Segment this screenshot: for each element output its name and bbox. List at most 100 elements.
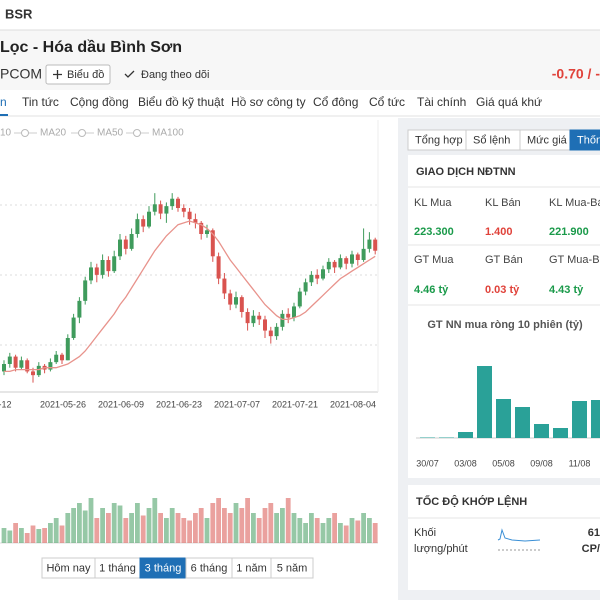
volume-bar xyxy=(291,513,297,543)
chart-button-label[interactable]: Biểu đồ xyxy=(67,69,104,81)
net-bar xyxy=(515,407,530,438)
volume-bar xyxy=(164,518,169,543)
candle-body xyxy=(234,297,238,305)
volume-bar xyxy=(169,508,175,543)
tab[interactable]: Cổ đông xyxy=(313,95,358,109)
volume-bar xyxy=(7,530,13,543)
candle-body xyxy=(216,256,221,279)
side-tab-label[interactable]: Sổ lệnh xyxy=(473,134,510,146)
tab[interactable]: Cổ tức xyxy=(369,95,405,109)
side-tab-label[interactable]: Thống xyxy=(577,134,600,146)
tab[interactable]: Giá quá khứ xyxy=(476,95,542,109)
volume-bar xyxy=(343,525,349,543)
volume-bar xyxy=(303,523,308,543)
candle-body xyxy=(292,306,296,318)
range-button[interactable] xyxy=(270,557,314,579)
candle-body xyxy=(158,204,163,214)
tab[interactable]: Tài chính xyxy=(417,95,466,109)
tab[interactable]: Tin tức xyxy=(22,95,59,109)
candle-body xyxy=(89,267,93,281)
sparkline xyxy=(497,528,541,542)
legend: 10 MA20 MA50 MA100 xyxy=(0,128,184,139)
volume-bar xyxy=(372,523,378,543)
volume-bar xyxy=(314,518,320,543)
candle-body xyxy=(65,338,70,361)
volume-bar xyxy=(71,508,76,543)
candles: -12 2021-05-26 2021-06-09 2021-06-23 2021-07… xyxy=(0,193,378,543)
speed-box xyxy=(408,485,600,590)
plus-icon xyxy=(53,70,62,79)
legend-symbol xyxy=(133,129,141,137)
range-label[interactable]: 1 năm xyxy=(236,562,267,574)
volume-bar xyxy=(367,518,372,543)
volume-bar xyxy=(239,508,245,543)
chart-button[interactable] xyxy=(45,64,111,85)
volume-bar xyxy=(274,513,279,543)
range-label[interactable]: 5 năm xyxy=(277,562,308,574)
candle-body xyxy=(7,356,12,364)
range-label[interactable]: 1 tháng xyxy=(99,562,136,574)
candle-body xyxy=(344,258,349,264)
side-tab-label[interactable]: Tổng hợp xyxy=(415,134,463,146)
range-label[interactable]: Hôm nay xyxy=(46,562,91,574)
volume-bar xyxy=(82,510,88,543)
volume-bar xyxy=(297,518,303,543)
candle-body xyxy=(286,313,291,318)
range-label[interactable]: 6 tháng xyxy=(191,562,228,574)
foreign-value: 0.03 tỷ xyxy=(485,284,520,296)
x-tick-label: 2021-06-23 xyxy=(156,399,202,409)
speed-label: Khối xyxy=(414,527,436,539)
candle-body xyxy=(48,362,53,370)
candle-body xyxy=(263,319,267,331)
candle-body xyxy=(123,239,128,249)
volume-bar xyxy=(198,508,204,543)
foreign-table: KL Mua KL Bán KL Mua-Bá 223.300 1.400 221.900… xyxy=(414,197,600,296)
tab[interactable]: Biểu đồ kỹ thuật xyxy=(138,95,225,109)
tabs: n Tin tức Cộng đồng Biểu đồ kỹ thuật Hồ sơ c… xyxy=(0,95,542,109)
volume-bar xyxy=(59,525,65,543)
volume-bar xyxy=(210,503,216,543)
candle-body xyxy=(181,208,186,212)
volume-bar xyxy=(349,518,355,543)
candle-body xyxy=(77,300,82,318)
candle-body xyxy=(164,206,169,214)
tab[interactable]: n xyxy=(0,95,7,109)
volume-bar xyxy=(146,508,152,543)
net-x-label: 11/08 xyxy=(569,458,591,468)
foreign-header: KL Bán xyxy=(485,197,521,209)
candle-body xyxy=(118,239,122,257)
candle-body xyxy=(135,219,140,234)
candle-body xyxy=(83,280,88,301)
candle-body xyxy=(71,317,76,338)
volume-bar xyxy=(129,513,134,543)
candle-body xyxy=(31,371,35,376)
volume-bar xyxy=(94,518,100,543)
net-x-label: 30/07 xyxy=(416,458,439,468)
volume-bar xyxy=(135,503,140,543)
volume-bar xyxy=(111,503,117,543)
candle-body xyxy=(303,282,308,292)
volume-bar xyxy=(117,505,123,543)
range-label[interactable]: 3 tháng xyxy=(145,562,182,574)
candle-body xyxy=(309,274,314,283)
follow-button[interactable]: Đang theo dõi xyxy=(141,69,210,81)
tab[interactable]: Cộng đồng xyxy=(70,95,129,109)
candle-body xyxy=(54,354,59,363)
foreign-value: 4.46 tỷ xyxy=(414,284,449,296)
net-bar xyxy=(496,399,511,438)
candle-body xyxy=(112,256,117,272)
volume-bar xyxy=(106,513,111,543)
check-icon xyxy=(124,70,135,78)
side-tab-label[interactable]: Mức giá xyxy=(527,134,568,146)
tab[interactable]: Hồ sơ công ty xyxy=(231,95,306,109)
side-tab[interactable] xyxy=(569,129,600,151)
volume-bar xyxy=(361,513,366,543)
net-chart-title: GT NN mua ròng 10 phiên (tỷ) xyxy=(427,319,583,331)
candle-body xyxy=(326,261,331,270)
volume-bar xyxy=(309,513,314,543)
volume-bar xyxy=(100,508,105,543)
exchange: PCOM xyxy=(0,66,42,82)
candle-body xyxy=(355,254,360,260)
candle-body xyxy=(199,222,204,234)
